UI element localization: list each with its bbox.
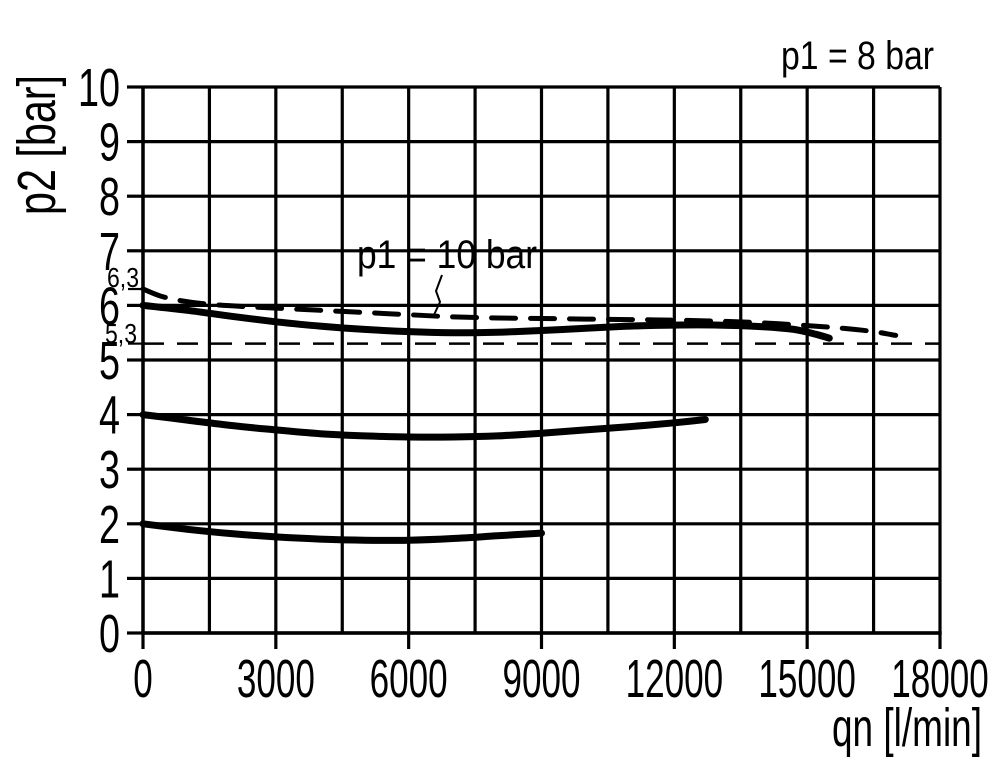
x-tick-labels: 0 3000 6000 9000 12000 15000 18000	[133, 649, 989, 709]
curve-p1-10bar-dashed	[140, 286, 899, 338]
y-tick-label: 7	[99, 222, 120, 282]
x-tick-label: 12000	[626, 649, 724, 709]
curve-p1-8bar-solid-1	[139, 301, 833, 342]
annotation-leader-line	[432, 274, 443, 318]
y-tick-label: 1	[99, 549, 120, 609]
curve-p1-8bar-solid-2	[139, 411, 709, 441]
annotation-layer: p1 = 8 bar p1 = 10 bar p2 [bar] qn [l/mi…	[7, 34, 982, 758]
y-tick-label: 5	[99, 331, 120, 391]
x-tick-label: 9000	[503, 649, 581, 709]
y-tick-label: 3	[99, 440, 120, 500]
tick-marks	[127, 85, 942, 649]
y-tick-label: 10	[78, 58, 120, 118]
curves	[139, 286, 899, 544]
x-tick-label: 0	[133, 649, 153, 709]
y-tick-label: 4	[99, 386, 120, 446]
x-tick-label: 6000	[370, 649, 448, 709]
x-tick-label: 3000	[237, 649, 315, 709]
x-axis-title: qn [l/min]	[832, 698, 982, 758]
x-tick-label: 18000	[891, 649, 989, 709]
curve-p1-8bar-solid-3	[139, 520, 545, 544]
annotation-p1-8bar: p1 = 8 bar	[781, 34, 934, 78]
grid-lines	[141, 85, 942, 635]
ref-label-6-3: 6,3	[107, 262, 139, 293]
ref-label-5-3: 5,3	[105, 318, 137, 349]
annotation-p1-10bar: p1 = 10 bar	[357, 233, 537, 277]
y-tick-label: 2	[99, 495, 120, 555]
x-tick-label: 15000	[758, 649, 856, 709]
y-tick-label: 8	[99, 167, 120, 227]
y-tick-label: 9	[99, 113, 120, 173]
y-axis-title: p2 [bar]	[7, 75, 67, 215]
y-tick-label: 6	[99, 276, 120, 336]
y-tick-label: 0	[99, 604, 120, 664]
